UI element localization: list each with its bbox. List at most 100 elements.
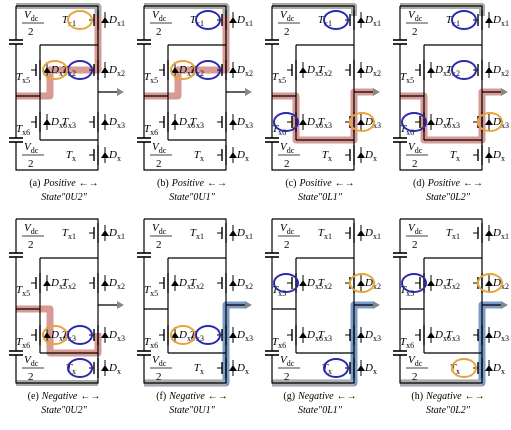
caption: (g)Negative←→: [283, 391, 356, 402]
component-label: Vdc: [24, 9, 39, 23]
label-sub: x2: [452, 282, 460, 291]
label-sub: x1: [324, 232, 332, 241]
label-main: D: [236, 329, 245, 341]
component-label: Vdc: [152, 354, 167, 368]
caption-state: State"0U1": [169, 405, 215, 416]
label-sub: dc: [287, 146, 295, 155]
label-main: D: [364, 14, 373, 26]
output-arrow: [245, 88, 252, 96]
component-label: Dx3: [236, 329, 253, 343]
label-main: D: [50, 329, 59, 341]
label-main: D: [492, 149, 501, 161]
caption-tag: (b): [157, 178, 169, 189]
label-sub: x: [117, 367, 121, 376]
label-sub: dc: [415, 146, 423, 155]
component-label: Tx6: [16, 123, 30, 137]
caption-state: State"0L1": [298, 405, 343, 416]
caption-arrow: ←→: [80, 391, 100, 402]
label-sub: dc: [31, 14, 39, 23]
label-main: D: [108, 14, 117, 26]
caption-tag: (h): [411, 391, 423, 402]
label-main: D: [306, 329, 315, 341]
label-sub: x: [373, 367, 377, 376]
label-sub: x6: [59, 121, 67, 130]
caption: (d)Positive←→: [413, 178, 483, 189]
label-sub: x: [501, 367, 505, 376]
label-sub: x5: [22, 76, 30, 85]
diode: [357, 230, 365, 236]
caption-state: State"0L2": [426, 192, 471, 203]
diode: [357, 280, 365, 286]
diode: [357, 332, 365, 338]
half-label: 2: [412, 239, 418, 251]
component-label: Tx: [66, 149, 76, 163]
component-label: Dx: [492, 149, 505, 163]
label-sub: x: [456, 154, 460, 163]
component-label: Dx1: [492, 14, 509, 28]
label-sub: x: [328, 154, 332, 163]
label-sub: x5: [315, 282, 323, 291]
caption-tag: (c): [285, 178, 296, 189]
label-sub: dc: [159, 146, 167, 155]
label-sub: x3: [452, 334, 460, 343]
component-label: Vdc: [24, 141, 39, 155]
diode: [357, 152, 365, 158]
label-sub: x3: [324, 334, 332, 343]
half-label: 2: [412, 371, 418, 383]
caption-tag: (a): [29, 178, 40, 189]
label-sub: x1: [245, 232, 253, 241]
label-sub: dc: [415, 359, 423, 368]
label-main: D: [178, 329, 187, 341]
diode: [171, 119, 179, 125]
label-main: D: [50, 277, 59, 289]
caption: (e)Negative←→: [28, 391, 101, 402]
component-label: Vdc: [280, 222, 295, 236]
component-label: Dx1: [364, 227, 381, 241]
component-label: Dx3: [492, 329, 509, 343]
label-sub: x5: [406, 76, 414, 85]
component-label: Dx2: [236, 277, 253, 291]
component-label: Dx: [108, 362, 121, 376]
diode: [485, 119, 493, 125]
component-label: Vdc: [152, 141, 167, 155]
label-main: D: [492, 64, 501, 76]
label-sub: dc: [287, 227, 295, 236]
diode: [101, 365, 109, 371]
component-label: Tx5: [144, 284, 158, 298]
half-label: 2: [28, 26, 34, 38]
label-sub: x2: [501, 69, 509, 78]
label-main: D: [108, 277, 117, 289]
panel: Vdc2Vdc2Tx1Dx1Tx2Dx2Tx3Dx3TxDxTx5Dx5Tx6D…: [137, 219, 253, 416]
component-label: Tx6: [144, 336, 158, 350]
caption-arrow: ←→: [463, 178, 483, 189]
label-sub: x1: [117, 232, 125, 241]
label-sub: x6: [22, 341, 30, 350]
label-sub: x5: [22, 289, 30, 298]
component-label: Dx: [492, 362, 505, 376]
component-label: Dx3: [108, 116, 125, 130]
label-sub: x5: [59, 282, 67, 291]
diode: [299, 332, 307, 338]
caption-polarity: Negative: [168, 391, 205, 402]
label-sub: x: [245, 154, 249, 163]
label-sub: x3: [196, 121, 204, 130]
label-sub: x3: [117, 334, 125, 343]
diode: [357, 67, 365, 73]
caption-arrow: ←→: [465, 391, 485, 402]
label-main: D: [364, 329, 373, 341]
component-label: Dx1: [236, 227, 253, 241]
label-sub: x2: [68, 282, 76, 291]
label-sub: x1: [196, 232, 204, 241]
diode: [485, 280, 493, 286]
diode: [229, 152, 237, 158]
label-main: D: [492, 14, 501, 26]
figure: Vdc2Vdc2Tx1Dx1Tx2Dx2Tx3Dx3TxDxTx5Dx5Tx6D…: [0, 0, 511, 425]
caption-tag: (g): [283, 391, 295, 402]
label-sub: x2: [117, 69, 125, 78]
component-label: Tx5: [16, 284, 30, 298]
output-arrow: [373, 88, 380, 96]
caption-state: State"0U2": [41, 405, 87, 416]
caption-tag: (d): [413, 178, 425, 189]
label-sub: x3: [245, 334, 253, 343]
label-sub: x3: [452, 121, 460, 130]
